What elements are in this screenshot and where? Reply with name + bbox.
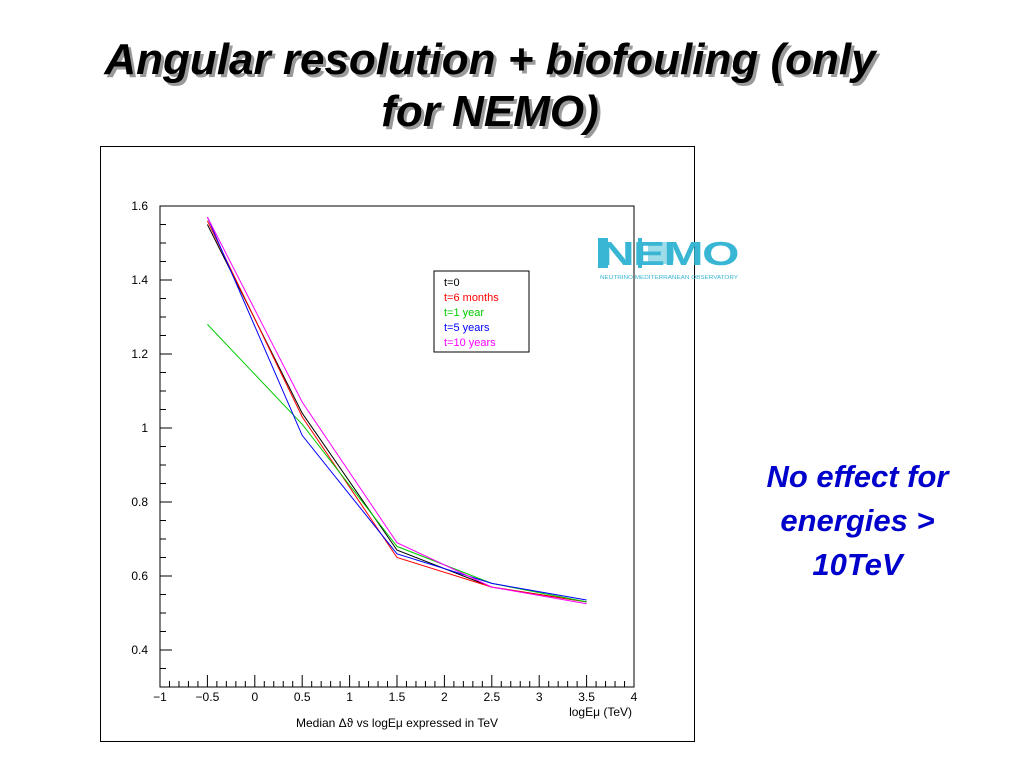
series-line-t-1-year <box>207 324 587 603</box>
x-axis-label: Median Δϑ vs logEμ expressed in TeV <box>296 716 498 730</box>
nemo-logo: NEMO NEUTRINO MEDITERRANEAN OBSERVATORY <box>598 235 739 281</box>
nemo-logo-block <box>648 242 674 264</box>
line-chart: 0.4 0.6 0.8 1 1.2 1.4 1.6 −1 −0.5 0 0.5 1 1.5 2 2.5 3 3… <box>131 199 638 730</box>
x-tick-label: −0.5 <box>196 690 220 704</box>
y-tick-label: 0.6 <box>131 569 148 583</box>
x-tick-label: −1 <box>153 690 167 704</box>
series-line-t-0 <box>206 224 587 603</box>
x-tick-label: 0 <box>251 690 258 704</box>
x-axis-title: logEμ (TeV) <box>569 705 632 719</box>
note-line-2: energies > <box>780 503 935 538</box>
y-tick-label: 0.4 <box>131 643 148 657</box>
legend-entry: t=0 <box>444 277 460 289</box>
note-line-1: No effect for <box>766 459 949 494</box>
series-line-t-6-months <box>206 220 587 603</box>
y-tick-label: 1.2 <box>131 347 148 361</box>
nemo-logo-subtitle: NEUTRINO MEDITERRANEAN OBSERVATORY <box>600 275 739 281</box>
legend-entries: t=0 t=6 months t=1 year t=5 years t=10 years <box>444 277 499 349</box>
y-tick-label: 1.4 <box>131 273 148 287</box>
slide-title-line-2: for NEMO) <box>381 87 599 136</box>
figure-frame <box>100 146 695 742</box>
plot-area <box>159 205 635 688</box>
y-tick-label: 0.8 <box>131 495 148 509</box>
x-tick-label: 1 <box>346 690 353 704</box>
nemo-logo-block <box>598 238 608 268</box>
series-line-t-5-years <box>206 216 587 601</box>
legend: t=0 t=6 months t=1 year t=5 years t=10 years <box>433 270 530 353</box>
legend-entry: t=10 years <box>444 337 496 349</box>
nemo-logo-block <box>638 238 642 268</box>
x-tick-label: 2.5 <box>483 690 500 704</box>
series-lines <box>206 216 587 605</box>
y-tick-label: 1.6 <box>131 199 148 213</box>
x-tick-label: 2 <box>441 690 448 704</box>
x-tick-label: 0.5 <box>294 690 311 704</box>
x-tick-label: 3 <box>536 690 543 704</box>
note-text: No effect for energies > 10TeV <box>735 455 980 587</box>
slide-title: Angular resolution + biofouling (only fo… <box>40 34 940 138</box>
legend-entry: t=1 year <box>444 307 484 319</box>
x-axis-ticks: −1 −0.5 0 0.5 1 1.5 2 2.5 3 3.5 4 <box>153 675 638 704</box>
y-axis-ticks: 0.4 0.6 0.8 1 1.2 1.4 1.6 <box>131 199 172 688</box>
series-line-t-10-years <box>206 216 587 605</box>
nemo-logo-text: NEMO <box>600 235 738 272</box>
x-tick-label: 4 <box>631 690 638 704</box>
legend-entry: t=5 years <box>444 322 490 334</box>
note-line-3: 10TeV <box>812 547 903 582</box>
x-tick-label: 3.5 <box>578 690 595 704</box>
legend-box <box>433 270 530 353</box>
slide-title-line-1: Angular resolution + biofouling (only <box>104 35 876 84</box>
legend-entry: t=6 months <box>444 292 499 304</box>
x-tick-label: 1.5 <box>389 690 406 704</box>
y-tick-label: 1 <box>141 421 148 435</box>
